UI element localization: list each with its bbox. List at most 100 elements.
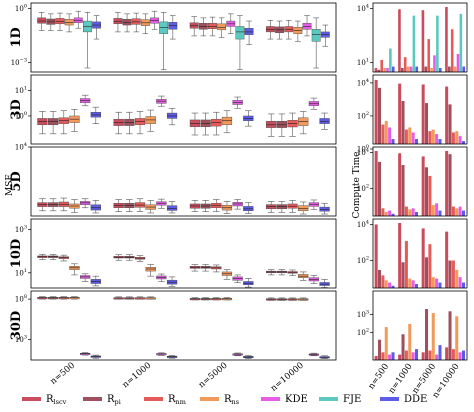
mse-30d-ytick-exp: 3 bbox=[24, 335, 27, 341]
bar-5d-n-500-rpi bbox=[378, 161, 382, 216]
bar-10d-n-5000-rns bbox=[431, 277, 435, 288]
bar-10d-n-1000-rlscv bbox=[398, 223, 402, 288]
bar-5d-n-1000-rlscv bbox=[398, 153, 402, 216]
box-1d-n-500-rnm-iqr bbox=[55, 18, 65, 25]
box-1d-n-500-rnm bbox=[55, 12, 65, 31]
bar-1d-n-5000-rpi bbox=[424, 66, 428, 72]
mse-panel-30d: 108 103 bbox=[15, 290, 337, 361]
mse-panel-5d: 104 bbox=[15, 142, 337, 217]
mse-3d-ytick-exp: 1 bbox=[24, 85, 27, 91]
box-30d-n-10000-rlscv bbox=[266, 297, 277, 301]
box-1d-n-1000-rnm bbox=[131, 12, 141, 33]
mse-xtick-n-10000: n=10000 bbox=[269, 361, 306, 394]
box-1d-n-5000-rlscv bbox=[189, 16, 199, 37]
box-5d-n-10000-rlscv bbox=[266, 201, 277, 213]
bar-1d-n-1000-fje bbox=[412, 15, 416, 72]
box-10d-n-10000-kde bbox=[308, 275, 319, 284]
box-1d-n-5000-rns bbox=[217, 17, 227, 38]
mse-3d-ytick-label: 100 bbox=[15, 111, 27, 121]
box-1d-n-1000-fje-iqr bbox=[159, 21, 169, 34]
mse-10d-ytick-label: 101 bbox=[15, 268, 27, 278]
bar-1d-n-500-kde bbox=[386, 67, 389, 72]
bar-5d-n-1000-kde bbox=[411, 208, 415, 216]
bar-30d-n-1000-rnm bbox=[404, 350, 408, 360]
time-10d-ytick-label: 102 bbox=[357, 256, 369, 266]
box-10d-n-1000-dde bbox=[166, 276, 178, 287]
box-10d-n-1000-rnm bbox=[134, 255, 146, 262]
legend-sub-rlscv: lscv bbox=[54, 398, 67, 406]
box-5d-n-5000-dde bbox=[243, 202, 254, 214]
box-30d-n-10000-kde bbox=[308, 352, 319, 357]
box-5d-n-5000-rnm bbox=[211, 199, 222, 212]
bar-5d-n-1000-rpi bbox=[401, 165, 405, 216]
bar-10d-n-500-dde bbox=[391, 285, 395, 288]
box-5d-n-10000-rpi bbox=[276, 201, 287, 213]
bar-1d-n-10000-rlscv bbox=[445, 7, 448, 72]
box-1d-n-500-rlscv-iqr bbox=[37, 17, 47, 24]
box-10d-n-10000-dde bbox=[319, 279, 330, 288]
bar-1d-n-1000-dde bbox=[415, 66, 419, 72]
bar-10d-n-500-rns bbox=[384, 280, 388, 288]
time-10d-ytick-label: 104 bbox=[357, 219, 369, 229]
mse-30d-ytick-label: 108 bbox=[15, 294, 27, 304]
bar-1d-n-10000-kde bbox=[456, 53, 460, 72]
time-30d-ytick-exp: 3 bbox=[366, 309, 369, 315]
mse-10d-ytick-label: 103 bbox=[15, 224, 27, 234]
time-3d-ytick-exp: 4 bbox=[366, 78, 369, 84]
box-30d-n-1000-rnm bbox=[134, 296, 146, 300]
legend-swatch-rns bbox=[200, 397, 219, 401]
time-3d-ytick-label: 102 bbox=[357, 111, 369, 121]
box-1d-n-5000-rpi bbox=[198, 17, 208, 37]
legend-sub-rpi: pi bbox=[115, 398, 121, 406]
mse-10d-ytick-exp: 1 bbox=[24, 268, 27, 274]
bar-10d-n-10000-rnm bbox=[451, 260, 455, 288]
box-3d-n-10000-rlscv bbox=[266, 113, 277, 137]
bar-3d-n-10000-rlscv bbox=[445, 86, 449, 144]
mse-frame-30d bbox=[30, 290, 337, 361]
bar-1d-n-5000-dde bbox=[438, 67, 442, 72]
bar-10d-n-500-kde bbox=[388, 282, 392, 288]
legend-item-fje: FJE bbox=[319, 394, 361, 405]
bar-5d-n-1000-dde bbox=[414, 211, 419, 216]
box-30d-n-1000-dde bbox=[166, 355, 178, 359]
time-1d-ytick-label: 101 bbox=[357, 58, 369, 68]
box-3d-n-1000-rns bbox=[145, 109, 156, 132]
bar-10d-n-1000-rpi bbox=[401, 262, 405, 288]
bar-30d-n-10000-rnm bbox=[451, 349, 455, 360]
time-frame-30d bbox=[372, 290, 468, 361]
box-3d-n-10000-dde bbox=[319, 112, 330, 130]
mse-xtick-n-1000: n=1000 bbox=[121, 361, 154, 391]
box-1d-n-1000-kde bbox=[150, 10, 159, 30]
bar-3d-n-1000-dde bbox=[414, 139, 419, 144]
bar-5d-n-5000-kde bbox=[435, 203, 439, 216]
bar-3d-n-5000-dde bbox=[438, 139, 442, 144]
box-5d-n-5000-rpi bbox=[200, 200, 211, 212]
bar-5d-n-5000-rns bbox=[431, 205, 435, 216]
mse-3d-ytick-label: 101 bbox=[15, 85, 27, 95]
legend-sub-rns: ns bbox=[232, 398, 240, 406]
legend-item-dde: DDE bbox=[380, 394, 427, 405]
box-1d-n-10000-fje-iqr bbox=[311, 29, 321, 42]
mse-1d-ytick-label: 10−3 bbox=[11, 58, 27, 68]
mse-xtick-n-5000: n=5000 bbox=[197, 361, 230, 391]
bar-3d-n-10000-rpi bbox=[448, 104, 452, 144]
bar-30d-n-500-rlscv bbox=[374, 355, 378, 360]
bar-30d-n-1000-rns bbox=[408, 323, 412, 360]
box-5d-n-1000-rnm bbox=[134, 198, 146, 212]
box-1d-n-500-rlscv bbox=[37, 12, 47, 31]
time-3d-ytick-exp: 2 bbox=[366, 111, 369, 117]
box-30d-n-500-rns bbox=[69, 296, 80, 300]
legend-swatch-rnm bbox=[144, 397, 163, 401]
box-30d-n-1000-rlscv bbox=[113, 296, 124, 300]
bar-5d-n-500-rlscv bbox=[374, 151, 378, 216]
bar-10d-n-10000-kde bbox=[458, 277, 462, 288]
row-label-1d: 1D bbox=[9, 27, 24, 47]
box-3d-n-500-rlscv bbox=[37, 111, 48, 135]
box-3d-n-500-rnm bbox=[58, 110, 69, 135]
time-xtick-n-500: n=500 bbox=[366, 362, 391, 391]
box-1d-n-5000-rnm bbox=[208, 16, 217, 37]
mse-10d-ytick-exp: 3 bbox=[24, 224, 27, 230]
bar-5d-n-5000-rlscv bbox=[421, 156, 425, 216]
row-label-3d: 3D bbox=[9, 99, 24, 119]
